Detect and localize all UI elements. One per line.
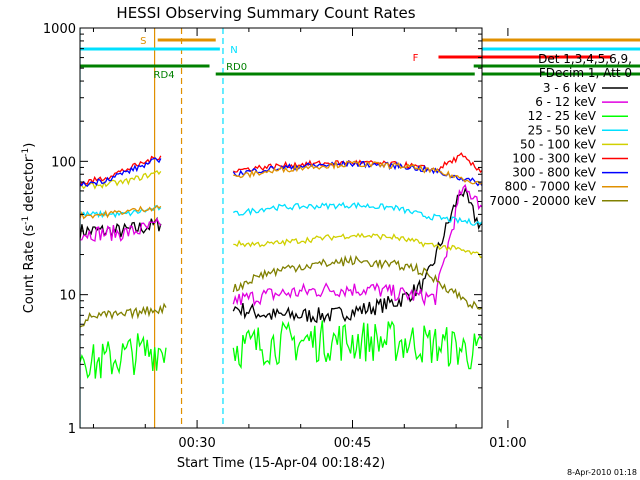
- series-line-100-300-kev-0: [80, 155, 162, 187]
- series-line-3-6-kev-0: [80, 216, 162, 240]
- legend-label-6-12-kev: 6 - 12 keV: [535, 95, 597, 109]
- series-line-12-25-kev-1: [232, 320, 482, 370]
- legend-label-3-6-kev: 3 - 6 keV: [543, 81, 597, 95]
- x-tick-label-0: 00:30: [178, 436, 215, 451]
- legend: Det 1,3,4,5,6,9, FDecim 1, Att 0 3 - 6 k…: [489, 52, 632, 208]
- series-line-50-100-kev-1: [233, 232, 482, 259]
- y-axis-label-end: ): [22, 143, 37, 148]
- legend-header-line-1: Det 1,3,4,5,6,9,: [538, 52, 632, 66]
- series-line-3-6-kev-1: [232, 187, 482, 324]
- flag-s-label: S: [140, 36, 146, 47]
- legend-label-100-300-kev: 100 - 300 keV: [512, 152, 596, 166]
- x-axis-label: Start Time (15-Apr-04 00:18:42): [177, 456, 385, 471]
- y-tick-label-2: 100: [51, 155, 76, 170]
- legend-label-25-50-kev: 25 - 50 keV: [528, 123, 597, 137]
- legend-label-800-7000-kev: 800 - 7000 keV: [505, 180, 597, 194]
- series-line-7000-20000-kev-0: [80, 302, 167, 328]
- flag-f-label: F: [413, 53, 419, 64]
- legend-label-50-100-kev: 50 - 100 keV: [520, 137, 597, 151]
- y-axis-label: Count Rate (s-1 detector-1): [21, 143, 37, 314]
- series-line-25-50-kev-1: [232, 201, 482, 226]
- chart-title: HESSI Observing Summary Count Rates: [116, 4, 415, 22]
- series-line-300-800-kev-0: [80, 157, 162, 188]
- timestamp: 8-Apr-2010 01:18: [567, 468, 637, 477]
- series-line-800-7000-kev-1: [233, 160, 482, 185]
- x-tick-label-1: 00:45: [334, 436, 371, 451]
- series-line-6-12-kev-0: [80, 217, 162, 242]
- legend-label-300-800-kev: 300 - 800 keV: [512, 166, 596, 180]
- y-tick-label-1: 10: [59, 289, 76, 304]
- y-axis-label-main: Count Rate (s: [22, 225, 37, 314]
- plot-frame: [79, 27, 483, 429]
- instrument-state-lines: [80, 28, 224, 428]
- series-line-7000-20000-kev-1: [232, 254, 482, 310]
- y-tick-label-0: 1: [68, 422, 76, 437]
- x-tick-label-2: 01:00: [489, 436, 526, 451]
- y-axis-label-sup1: -1: [21, 216, 31, 225]
- flag-rd4-label: RD4: [154, 70, 175, 81]
- flag-bars: S N F RD0 RD4: [80, 36, 640, 81]
- legend-label-7000-20000-kev: 7000 - 20000 keV: [489, 194, 596, 208]
- y-axis-label-sup2: -1: [21, 148, 31, 157]
- legend-label-12-25-kev: 12 - 25 keV: [528, 109, 597, 123]
- y-tick-label-3: 1000: [43, 22, 76, 37]
- legend-header-line-2: FDecim 1, Att 0: [539, 66, 632, 80]
- flag-n-label: N: [230, 45, 237, 56]
- y-axis-label-mid: detector: [22, 156, 37, 216]
- series-line-800-7000-kev-0: [80, 204, 162, 220]
- series-line-300-800-kev-1: [232, 159, 482, 187]
- series-line-50-100-kev-0: [80, 169, 162, 190]
- flag-rd0-label: RD0: [226, 62, 247, 73]
- series-line-12-25-kev-0: [80, 333, 167, 379]
- series-line-6-12-kev-1: [232, 183, 482, 307]
- series-layer: [80, 152, 482, 379]
